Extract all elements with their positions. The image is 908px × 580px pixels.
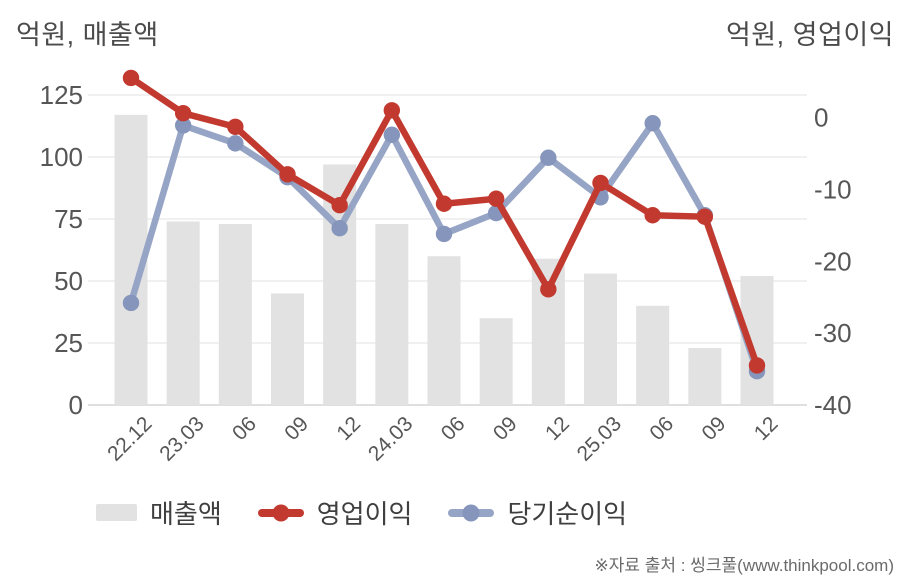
svg-text:12: 12: [541, 412, 574, 445]
svg-text:12: 12: [750, 412, 783, 445]
revenue-bars: [114, 114, 774, 405]
source-note: ※자료 출처 : 씽크풀(www.thinkpool.com): [594, 556, 894, 575]
legend-item-net-income[interactable]: 당기순이익: [448, 494, 627, 531]
left-axis-ticks: 0 25 50 75 100 125: [40, 80, 83, 420]
line-영업이익: [122, 69, 766, 374]
svg-text:12: 12: [332, 412, 365, 445]
svg-text:100: 100: [40, 142, 83, 172]
svg-text:23.03: 23.03: [155, 412, 208, 465]
svg-text:75: 75: [54, 204, 83, 234]
svg-text:06: 06: [437, 412, 470, 445]
svg-text:-20: -20: [814, 246, 852, 276]
svg-text:-10: -10: [814, 174, 852, 204]
svg-text:25: 25: [54, 328, 83, 358]
svg-text:24.03: 24.03: [364, 412, 417, 465]
svg-text:22.12: 22.12: [103, 412, 156, 465]
svg-text:0: 0: [69, 390, 83, 420]
svg-text:09: 09: [489, 412, 522, 445]
svg-text:-40: -40: [814, 390, 852, 420]
operating-profit-dot-icon: [272, 504, 290, 521]
legend-item-revenue[interactable]: 매출액: [96, 494, 222, 531]
chart-legend: 매출액 영업이익 당기순이익: [96, 494, 627, 531]
svg-text:06: 06: [228, 412, 261, 445]
legend-label-net-income: 당기순이익: [507, 499, 628, 529]
right-axis-ticks: 0 -10 -20 -30 -40: [814, 103, 852, 421]
svg-text:50: 50: [54, 266, 83, 296]
legend-label-revenue: 매출액: [150, 499, 222, 529]
left-axis-title: 억원, 매출액: [16, 20, 159, 50]
revenue-bar-swatch: [96, 504, 137, 521]
operating-profit-line-swatch: [257, 504, 304, 521]
svg-text:25.03: 25.03: [573, 412, 626, 465]
net-income-line-swatch: [448, 504, 495, 521]
net-income-dot-icon: [462, 504, 480, 521]
legend-item-operating-profit[interactable]: 영업이익: [257, 494, 413, 531]
svg-text:0: 0: [814, 103, 828, 133]
svg-text:125: 125: [40, 80, 83, 110]
svg-text:-30: -30: [814, 318, 852, 348]
svg-text:09: 09: [280, 412, 313, 445]
svg-text:06: 06: [645, 412, 678, 445]
right-axis-title: 억원, 영업이익: [725, 20, 894, 50]
legend-label-operating-profit: 영업이익: [316, 499, 413, 529]
svg-text:09: 09: [698, 412, 731, 445]
